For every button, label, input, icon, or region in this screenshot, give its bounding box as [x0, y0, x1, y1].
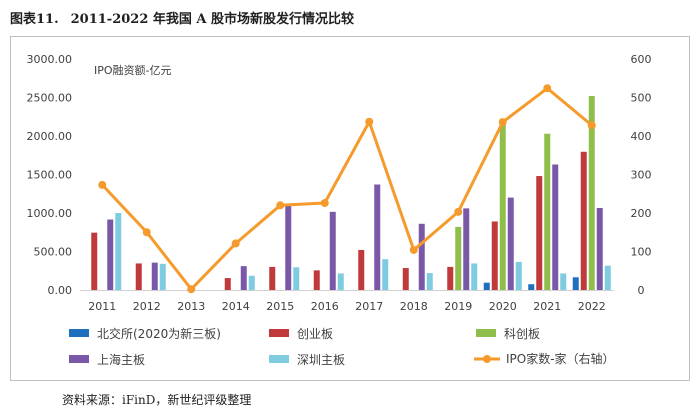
x-tick-label: 2014	[222, 300, 250, 313]
ipo-count-point-2017	[365, 117, 374, 126]
bar-5-2014	[248, 275, 255, 290]
bar-2-2018	[402, 268, 409, 290]
y-left-tick-label: 2500.00	[27, 92, 73, 105]
bar-5-2022	[604, 265, 611, 290]
ipo-count-point-2013	[187, 285, 196, 294]
x-tick-label: 2012	[133, 300, 161, 313]
bar-5-2017	[382, 259, 389, 290]
bar-2-2016	[313, 270, 320, 290]
bar-4-2016	[329, 211, 336, 290]
x-tick-label: 2015	[266, 300, 294, 313]
bar-5-2021	[560, 273, 567, 290]
legend-label: 科创板	[504, 327, 540, 341]
bar-3-2019	[455, 226, 462, 290]
ipo-count-point-2021	[543, 84, 552, 93]
x-tick-label: 2017	[355, 300, 383, 313]
bar-2-2022	[580, 151, 587, 290]
bar-4-2022	[596, 207, 603, 290]
bar-5-2015	[293, 267, 300, 290]
bar-5-2012	[159, 263, 166, 290]
y-left-tick-label: 1000.00	[27, 207, 73, 220]
bar-2-2020	[491, 221, 498, 290]
chart-svg: 0.00 500.00 1000.00 1500.00 2000.00 2500.00 30…	[27, 53, 652, 367]
bar-4-2021	[552, 164, 559, 290]
x-tick-label: 2021	[533, 300, 561, 313]
bar-2-2017	[358, 249, 365, 290]
legend-label: IPO家数-家（右轴）	[506, 351, 615, 366]
legend-label: 上海主板	[97, 352, 145, 367]
y-left-tick-label: 1500.00	[27, 169, 73, 182]
y-right-tick-label: 0	[638, 284, 645, 297]
y-left-tick-label: 500.00	[34, 246, 73, 259]
bar-2-2014	[224, 278, 231, 290]
x-tick-label: 2011	[88, 300, 116, 313]
bar-1-2020	[483, 282, 490, 290]
legend-swatch	[69, 355, 89, 363]
legend-swatch	[69, 329, 89, 337]
ipo-count-point-2018	[409, 245, 418, 254]
y-right-tick-label: 500	[631, 92, 652, 105]
bar-5-2011	[115, 213, 122, 290]
ipo-count-point-2015	[276, 201, 285, 210]
ipo-count-point-2011	[98, 180, 107, 189]
bar-4-2012	[151, 262, 158, 290]
bar-2-2019	[447, 266, 454, 290]
legend-swatch	[269, 355, 289, 363]
bar-4-2018	[418, 223, 425, 290]
bar-4-2015	[285, 205, 292, 290]
bar-4-2017	[374, 184, 381, 290]
bar-4-2014	[240, 266, 247, 290]
x-tick-label: 2019	[444, 300, 472, 313]
x-tick-label: 2020	[489, 300, 517, 313]
bar-3-2021	[544, 133, 551, 290]
bar-5-2019	[471, 263, 478, 290]
source-note: 资料来源：iFinD，新世纪评级整理	[62, 393, 252, 407]
bar-2-2012	[135, 263, 142, 290]
legend-label: 深圳主板	[297, 353, 345, 367]
ipo-count-point-2019	[454, 207, 463, 216]
chart-annotation: IPO融资额-亿元	[94, 64, 172, 77]
x-tick-label: 2013	[177, 300, 205, 313]
bar-4-2019	[463, 208, 470, 290]
legend-label: 北交所(2020为新三板)	[97, 326, 221, 341]
bar-3-2020	[499, 118, 506, 290]
y-right-tick-label: 100	[631, 246, 652, 259]
ipo-count-point-2012	[142, 228, 151, 237]
bar-1-2021	[528, 284, 535, 290]
bar-2-2011	[91, 232, 98, 290]
ipo-count-point-2014	[231, 239, 240, 248]
x-tick-label: 2018	[400, 300, 428, 313]
ipo-count-point-2020	[498, 118, 507, 127]
legend-label: 创业板	[297, 327, 333, 341]
legend-swatch	[269, 329, 289, 337]
y-right-tick-label: 200	[631, 207, 652, 220]
legend-swatch	[476, 329, 496, 337]
bar-1-2022	[572, 277, 579, 290]
bar-2-2015	[269, 266, 276, 290]
bar-4-2011	[107, 219, 114, 290]
y-left-tick-label: 3000.00	[27, 53, 73, 66]
ipo-count-line	[101, 86, 593, 291]
x-tick-label: 2016	[311, 300, 339, 313]
bar-5-2020	[515, 261, 522, 290]
legend-line-marker	[483, 355, 491, 363]
figure-title-text: 2011-2022 年我国 A 股市场新股发行情况比较	[70, 12, 355, 27]
y-right-tick-label: 400	[631, 130, 652, 143]
bar-3-2022	[588, 95, 595, 291]
y-left-tick-label: 0.00	[48, 284, 73, 297]
bar-2-2021	[536, 176, 543, 290]
y-right-tick-label: 600	[631, 53, 652, 66]
chart-frame: 0.00 500.00 1000.00 1500.00 2000.00 2500.00 30…	[10, 36, 690, 381]
ipo-count-point-2022	[587, 121, 596, 130]
bar-4-2020	[507, 197, 514, 290]
bar-5-2016	[337, 273, 344, 290]
y-right-tick-label: 300	[631, 169, 652, 182]
ipo-count-point-2016	[320, 198, 329, 207]
bar-5-2018	[426, 273, 433, 290]
y-left-tick-label: 2000.00	[27, 130, 73, 143]
x-tick-label: 2022	[578, 300, 606, 313]
figure-title: 图表11. 2011-2022 年我国 A 股市场新股发行情况比较	[10, 8, 354, 27]
figure-number: 图表11.	[10, 12, 59, 27]
